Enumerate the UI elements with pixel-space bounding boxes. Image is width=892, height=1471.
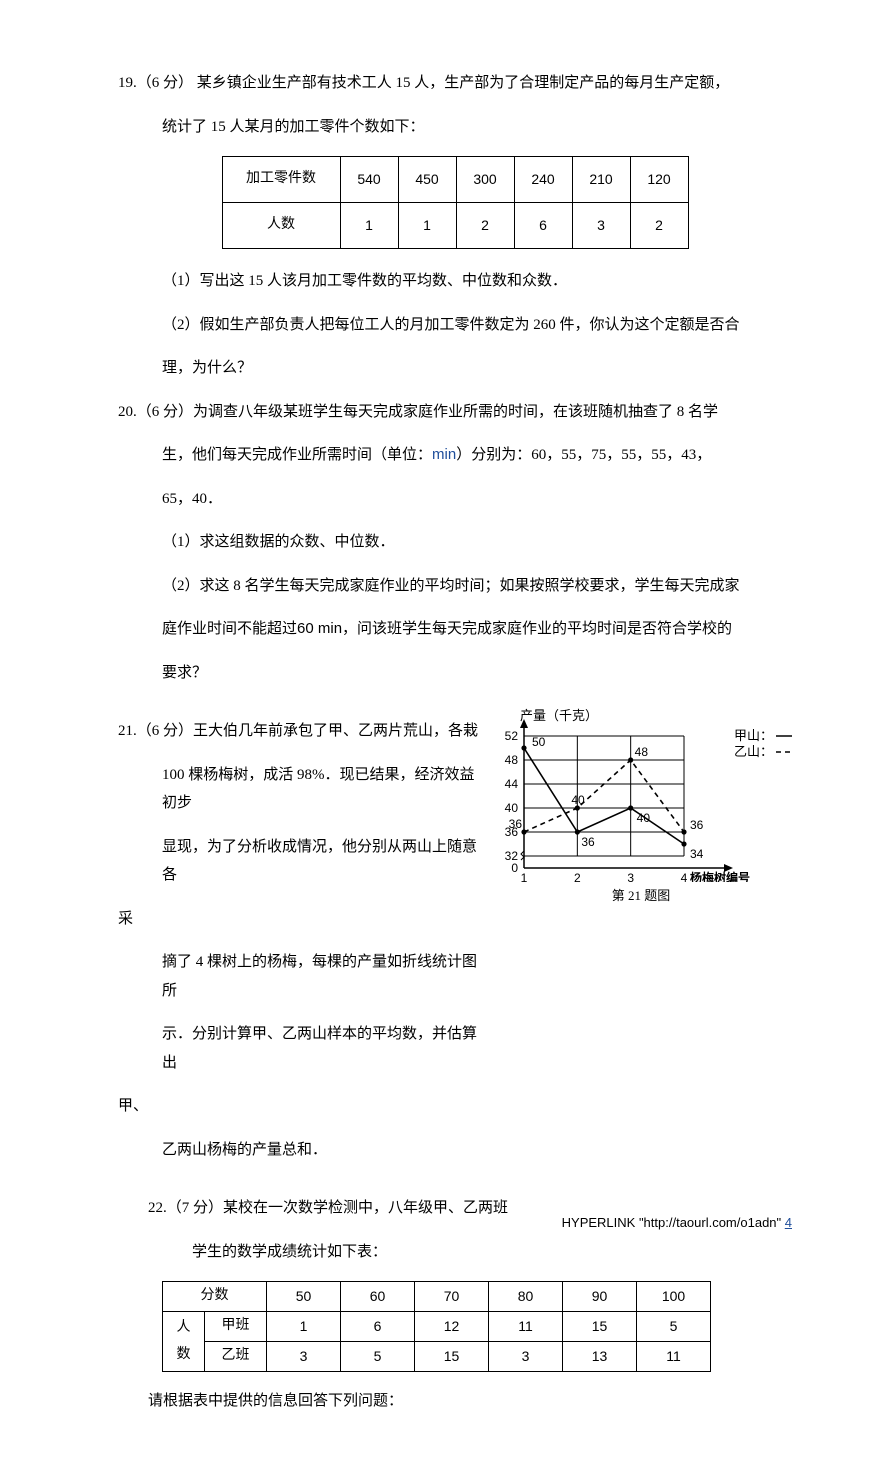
q20-p2a: （2）求这 8 名学生每天完成家庭作业的平均时间；如果按照学校要求，学生每天完成… <box>118 572 792 601</box>
q19-table: 加工零件数 540 450 300 240 210 120 人数 1 1 2 6… <box>222 156 689 249</box>
svg-text:34: 34 <box>690 847 704 861</box>
q22-after: 请根据表中提供的信息回答下列问题： <box>118 1387 792 1416</box>
q20-l1: 20.（6 分）为调查八年级某班学生每天完成家庭作业所需的时间，在该班随机抽查了… <box>118 398 792 427</box>
q20-p1: （1）求这组数据的众数、中位数． <box>118 528 792 557</box>
svg-text:2: 2 <box>574 871 581 882</box>
q19-th2: 人数 <box>222 203 340 249</box>
q22-s4: 80 <box>489 1282 563 1312</box>
svg-text:50: 50 <box>532 735 546 749</box>
q19-c4: 240 <box>514 157 572 203</box>
q19-c5: 210 <box>572 157 630 203</box>
q21-l2: 100 棵杨梅树，成活 98%．现已结果，经济效益初步 <box>118 761 484 818</box>
svg-text:4: 4 <box>681 871 688 882</box>
q19-v1: 1 <box>340 203 398 249</box>
footer-text: HYPERLINK "http://taourl.com/o1adn" <box>562 1215 785 1230</box>
svg-text:36: 36 <box>581 835 595 849</box>
svg-text:产量（千克）: 产量（千克） <box>520 708 598 723</box>
svg-text:36: 36 <box>690 818 704 832</box>
q20-l2b: ）分别为：60，55，75，55，55，43， <box>456 447 711 463</box>
q22-hscore: 分数 <box>163 1282 267 1312</box>
q22-s1: 50 <box>267 1282 341 1312</box>
q20-l2: 生，他们每天完成作业所需时间（单位：min）分别为：60，55，75，55，55… <box>118 441 792 470</box>
q19-c3: 300 <box>456 157 514 203</box>
q19-p2a: （2）假如生产部负责人把每位工人的月加工零件数定为 260 件，你认为这个定额是… <box>118 311 792 340</box>
svg-text:甲山：: 甲山： <box>734 728 773 743</box>
q19-v3: 2 <box>456 203 514 249</box>
q22-a2: 6 <box>341 1312 415 1342</box>
svg-text:1: 1 <box>521 871 528 882</box>
q22-a4: 11 <box>489 1312 563 1342</box>
q21-l5: 示．分别计算甲、乙两山样本的平均数，并估算出 <box>118 1020 484 1077</box>
q22-b4: 3 <box>489 1342 563 1372</box>
svg-text:36: 36 <box>509 817 523 831</box>
q19-line2: 统计了 15 人某月的加工零件个数如下： <box>118 113 792 142</box>
q22-b1: 3 <box>267 1342 341 1372</box>
q22-b5: 13 <box>563 1342 637 1372</box>
q21-chart: 产量（千克）32364044485201234杨梅树编号503640343640… <box>490 702 792 909</box>
q22-a3: 12 <box>415 1312 489 1342</box>
q19-c2: 450 <box>398 157 456 203</box>
q22-hp1: 人 <box>177 1320 191 1335</box>
q22-a5: 15 <box>563 1312 637 1342</box>
q22-s6: 100 <box>637 1282 711 1312</box>
q19-v4: 6 <box>514 203 572 249</box>
svg-text:杨梅树编号: 杨梅树编号 <box>690 870 750 882</box>
q19-v2: 1 <box>398 203 456 249</box>
q22-s5: 90 <box>563 1282 637 1312</box>
svg-text:48: 48 <box>505 753 519 767</box>
q22-a6: 5 <box>637 1312 711 1342</box>
q21-caption: 第 21 题图 <box>490 884 792 909</box>
svg-text:44: 44 <box>505 777 519 791</box>
q21-l1: 21.（6 分）王大伯几年前承包了甲、乙两片荒山，各栽 <box>118 717 484 746</box>
q21-l5b: 甲、 <box>118 1092 484 1121</box>
q22-rowa: 甲班 <box>205 1312 267 1342</box>
q19-p2b: 理，为什么？ <box>118 354 792 383</box>
svg-text:48: 48 <box>635 745 649 759</box>
svg-text:40: 40 <box>505 801 519 815</box>
q20-p2b: 庭作业时间不能超过60 min，问该班学生每天完成家庭作业的平均时间是否符合学校… <box>118 615 792 644</box>
q20-l2a: 生，他们每天完成作业所需时间（单位： <box>162 447 432 463</box>
q20-l2unit: min <box>432 446 456 463</box>
q22-b2: 5 <box>341 1342 415 1372</box>
svg-text:乙山：: 乙山： <box>734 744 773 759</box>
q19-c1: 540 <box>340 157 398 203</box>
svg-text:40: 40 <box>571 793 585 807</box>
svg-text:40: 40 <box>637 811 651 825</box>
q22-s3: 70 <box>415 1282 489 1312</box>
q22-b6: 11 <box>637 1342 711 1372</box>
q22-hp2: 数 <box>177 1347 191 1362</box>
footer: HYPERLINK "http://taourl.com/o1adn" 4 <box>562 1211 792 1236</box>
q22-hpeople: 人 数 <box>163 1312 205 1372</box>
q19-v5: 3 <box>572 203 630 249</box>
q19-v6: 2 <box>630 203 688 249</box>
q20-p2b-b: ，问该班学生每天完成家庭作业的平均时间是否符合学校的 <box>342 621 732 637</box>
q22-s2: 60 <box>341 1282 415 1312</box>
q20-p2b-t: 60 min <box>297 620 342 637</box>
q20-l3: 65，40． <box>118 485 792 514</box>
q21-l4: 摘了 4 棵树上的杨梅，每棵的产量如折线统计图所 <box>118 948 484 1005</box>
q21-l3: 显现，为了分析收成情况，他分别从两山上随意各 <box>118 833 484 890</box>
q19-line1: 19.（6 分） 某乡镇企业生产部有技术工人 15 人，生产部为了合理制定产品的… <box>118 69 792 98</box>
q22-a1: 1 <box>267 1312 341 1342</box>
q20-p2c: 要求？ <box>118 659 792 688</box>
q22-table: 分数 50 60 70 80 90 100 人 数 甲班 1 6 12 11 1… <box>162 1281 711 1372</box>
q19-c6: 120 <box>630 157 688 203</box>
svg-text:3: 3 <box>627 871 634 882</box>
q20-p2b-a: 庭作业时间不能超过 <box>162 621 297 637</box>
q19-th1: 加工零件数 <box>222 157 340 203</box>
q21-l6: 乙两山杨梅的产量总和． <box>118 1136 484 1165</box>
svg-text:0: 0 <box>511 861 518 875</box>
q22-rowb: 乙班 <box>205 1342 267 1372</box>
q22-b3: 15 <box>415 1342 489 1372</box>
q21-l3b: 采 <box>118 905 484 934</box>
svg-text:52: 52 <box>505 729 519 743</box>
footer-page-link[interactable]: 4 <box>785 1215 792 1230</box>
q19-p1: （1）写出这 15 人该月加工零件数的平均数、中位数和众数． <box>118 267 792 296</box>
